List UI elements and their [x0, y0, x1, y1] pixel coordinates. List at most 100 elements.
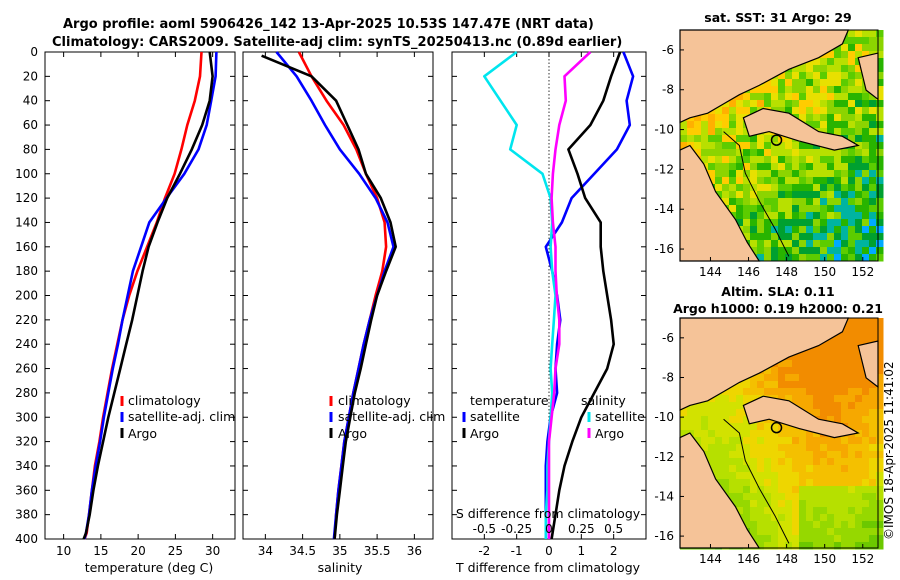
- map-grid-cell: [785, 184, 793, 192]
- map-grid-cell: [820, 360, 828, 368]
- map-grid-cell: [806, 121, 814, 129]
- map-grid-cell: [764, 149, 772, 157]
- map-grid-cell: [771, 240, 779, 248]
- map-grid-cell: [876, 402, 884, 410]
- map-grid-cell: [848, 156, 856, 164]
- map-grid-cell: [764, 381, 772, 389]
- map-grid-cell: [799, 79, 807, 87]
- map-grid-cell: [813, 240, 821, 248]
- map-grid-cell: [841, 247, 849, 255]
- depth-tick-label: 200: [15, 289, 38, 303]
- map-grid-cell: [715, 465, 723, 473]
- map-grid-cell: [799, 142, 807, 150]
- map-grid-cell: [869, 423, 877, 431]
- map-grid-cell: [869, 409, 877, 417]
- map-grid-cell: [764, 528, 772, 536]
- map-grid-cell: [806, 86, 814, 94]
- map-grid-cell: [687, 409, 695, 417]
- map-grid-cell: [855, 86, 863, 94]
- map-grid-cell: [729, 128, 737, 136]
- map-grid-cell: [876, 395, 884, 403]
- map-grid-cell: [876, 388, 884, 396]
- map-grid-cell: [757, 486, 765, 494]
- map-grid-cell: [722, 142, 730, 150]
- map-grid-cell: [813, 346, 821, 354]
- map-grid-cell: [876, 51, 884, 59]
- map-grid-cell: [834, 360, 842, 368]
- map-grid-cell: [743, 458, 751, 466]
- map-grid-cell: [813, 444, 821, 452]
- map-grid-cell: [848, 402, 856, 410]
- map-grid-cell: [820, 472, 828, 480]
- map-grid-cell: [855, 212, 863, 220]
- map-grid-cell: [771, 226, 779, 234]
- map-grid-cell: [792, 205, 800, 213]
- map-grid-cell: [680, 430, 688, 438]
- map-grid-cell: [694, 437, 702, 445]
- map-grid-cell: [834, 479, 842, 487]
- x-tick-label: 34.5: [289, 544, 316, 558]
- map-grid-cell: [757, 542, 765, 550]
- map-grid-cell: [806, 486, 814, 494]
- map-grid-cell: [743, 514, 751, 522]
- map-grid-cell: [834, 51, 842, 59]
- map-grid-cell: [715, 177, 723, 185]
- map-grid-cell: [848, 191, 856, 199]
- map-grid-cell: [862, 423, 870, 431]
- map-y-tick-label: -12: [654, 450, 674, 464]
- map-grid-cell: [764, 170, 772, 178]
- map-grid-cell: [876, 437, 884, 445]
- map-grid-cell: [743, 493, 751, 501]
- map-grid-cell: [778, 507, 786, 515]
- series-line-argo: [261, 54, 398, 540]
- map-grid-cell: [855, 381, 863, 389]
- map-grid-cell: [813, 100, 821, 108]
- map-grid-cell: [792, 472, 800, 480]
- map-grid-cell: [848, 423, 856, 431]
- map-grid-cell: [869, 219, 877, 227]
- map-grid-cell: [785, 465, 793, 473]
- map-grid-cell: [764, 423, 772, 431]
- map-grid-cell: [806, 374, 814, 382]
- sst-map: 144 146 148 150 152 -6 -8 -10 -12 -14 -16: [654, 29, 884, 279]
- map-grid-cell: [715, 135, 723, 143]
- map-grid-cell: [771, 170, 779, 178]
- map-grid-cell: [827, 72, 835, 80]
- map-grid-cell: [869, 177, 877, 185]
- map-grid-cell: [694, 135, 702, 143]
- map-grid-cell: [757, 142, 765, 150]
- map-grid-cell: [848, 374, 856, 382]
- map-grid-cell: [848, 486, 856, 494]
- map-grid-cell: [827, 360, 835, 368]
- map-grid-cell: [799, 93, 807, 101]
- map-grid-cell: [848, 346, 856, 354]
- map-x-tick-label: 150: [813, 552, 836, 566]
- map-grid-cell: [841, 346, 849, 354]
- map-grid-cell: [876, 374, 884, 382]
- map-grid-cell: [778, 444, 786, 452]
- map-grid-cell: [743, 135, 751, 143]
- map-grid-cell: [827, 170, 835, 178]
- map-grid-cell: [680, 121, 688, 129]
- map-grid-cell: [813, 121, 821, 129]
- map-grid-cell: [876, 451, 884, 459]
- map-grid-cell: [834, 86, 842, 94]
- map-grid-cell: [729, 416, 737, 424]
- map-grid-cell: [876, 332, 884, 340]
- map-grid-cell: [855, 388, 863, 396]
- map-grid-cell: [736, 486, 744, 494]
- map-grid-cell: [764, 514, 772, 522]
- map-grid-cell: [820, 240, 828, 248]
- map-grid-cell: [841, 219, 849, 227]
- map-grid-cell: [729, 177, 737, 185]
- map-grid-cell: [862, 507, 870, 515]
- x-tick-label: 35: [332, 544, 347, 558]
- map-grid-cell: [855, 353, 863, 361]
- map-grid-cell: [736, 472, 744, 480]
- map-grid-cell: [715, 395, 723, 403]
- map-grid-cell: [806, 184, 814, 192]
- map-grid-cell: [806, 528, 814, 536]
- map-grid-cell: [876, 72, 884, 80]
- map-grid-cell: [743, 212, 751, 220]
- map-grid-cell: [820, 58, 828, 66]
